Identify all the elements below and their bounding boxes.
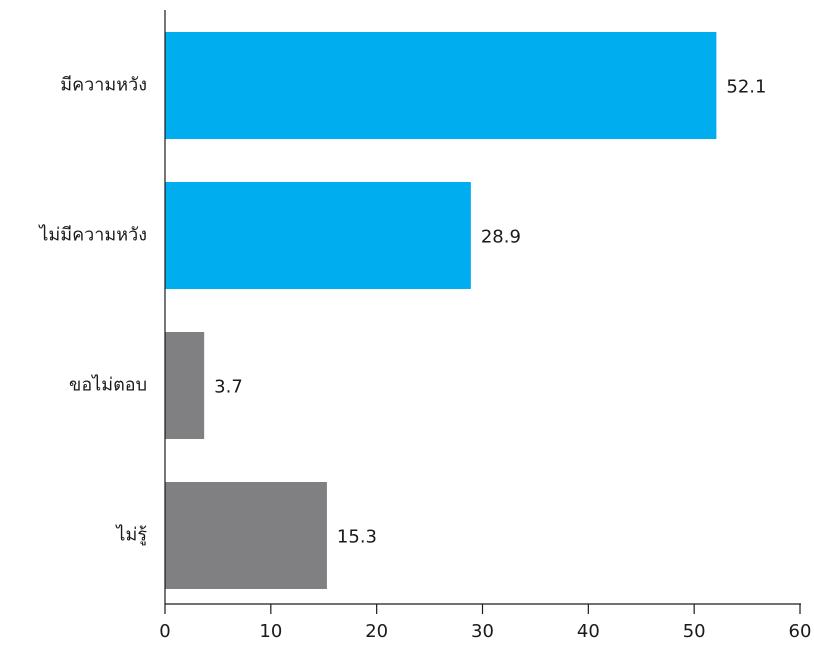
category-label-1: มีความหวัง — [60, 75, 147, 96]
bar-1 — [165, 32, 717, 139]
value-label-1: 52.1 — [726, 77, 766, 98]
bar-4 — [165, 482, 327, 589]
x-tick-label-1: 10 — [259, 621, 282, 642]
x-tick-label-6: 60 — [789, 621, 812, 642]
x-tick-label-0: 0 — [159, 621, 170, 642]
labels-layer: มีความหวัง 52.1 ไม่มีความหวัง 28.9 ขอไม่ตอบ 3… — [37, 75, 766, 548]
category-label-2: ไม่มีความหวัง — [37, 224, 147, 246]
x-tick-label-4: 40 — [577, 621, 600, 642]
bars-layer — [165, 32, 717, 589]
value-label-4: 15.3 — [337, 527, 377, 548]
axis-layer: 0 10 20 30 40 50 60 — [159, 10, 811, 642]
x-tick-label-3: 30 — [471, 621, 494, 642]
category-label-4: ไม่รู้ — [114, 524, 147, 546]
x-tick-label-5: 50 — [683, 621, 706, 642]
category-label-3: ขอไม่ตอบ — [69, 374, 147, 396]
x-tick-label-2: 20 — [365, 621, 388, 642]
value-label-2: 28.9 — [481, 227, 521, 248]
bar-2 — [165, 182, 471, 289]
bar-3 — [165, 332, 205, 439]
value-label-3: 3.7 — [214, 377, 243, 398]
